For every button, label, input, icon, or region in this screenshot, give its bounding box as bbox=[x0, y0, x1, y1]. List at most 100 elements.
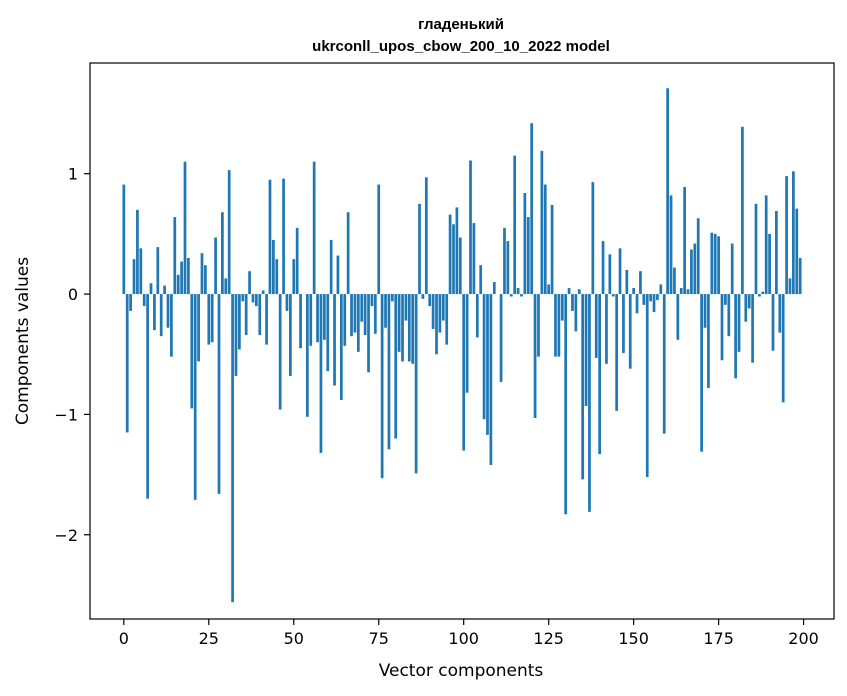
x-tick-label: 125 bbox=[533, 629, 564, 648]
bar-component-173 bbox=[710, 232, 714, 295]
bar-component-20 bbox=[190, 294, 194, 409]
bar-component-163 bbox=[676, 294, 680, 340]
bar-component-168 bbox=[693, 243, 697, 295]
bar-component-86 bbox=[414, 294, 418, 474]
bar-component-157 bbox=[656, 294, 659, 301]
bar-component-154 bbox=[645, 294, 649, 477]
bar-component-156 bbox=[652, 294, 656, 313]
bar-component-182 bbox=[741, 126, 744, 295]
bar-component-88 bbox=[421, 294, 425, 299]
bar-component-115 bbox=[513, 155, 517, 295]
bar-component-3 bbox=[132, 259, 136, 295]
bar-component-25 bbox=[207, 294, 211, 345]
bar-component-70 bbox=[360, 294, 364, 322]
bar-component-164 bbox=[679, 288, 683, 295]
bar-component-133 bbox=[574, 294, 578, 332]
bar-component-126 bbox=[550, 205, 554, 295]
bar-component-59 bbox=[322, 294, 326, 340]
bar-component-80 bbox=[394, 294, 398, 439]
bar-component-92 bbox=[435, 294, 438, 355]
bar-component-158 bbox=[659, 284, 663, 295]
bar-component-172 bbox=[707, 294, 710, 388]
bar-component-15 bbox=[173, 217, 177, 295]
bar-component-181 bbox=[737, 294, 741, 352]
bar-component-140 bbox=[598, 294, 602, 455]
bar-component-184 bbox=[747, 294, 751, 309]
x-axis: 0 25 50 75 100 125 150 175 200 bbox=[119, 619, 819, 648]
bar-component-85 bbox=[411, 294, 415, 364]
bar-component-152 bbox=[639, 271, 642, 295]
bar-component-145 bbox=[615, 294, 619, 411]
bar-component-87 bbox=[418, 203, 421, 295]
bar-component-165 bbox=[683, 186, 686, 295]
bar-component-197 bbox=[792, 171, 795, 295]
x-tick-label: 100 bbox=[448, 629, 479, 648]
bar-component-125 bbox=[547, 284, 551, 295]
bar-component-38 bbox=[251, 294, 255, 303]
bar-component-44 bbox=[272, 239, 275, 295]
chart-subtitle: ukrconll_upos_cbow_200_10_2022 model bbox=[312, 38, 610, 55]
bar-component-159 bbox=[662, 294, 666, 434]
bar-component-49 bbox=[289, 294, 292, 376]
bar-component-79 bbox=[390, 294, 394, 302]
x-axis-label: Vector components bbox=[379, 661, 544, 681]
bar-component-107 bbox=[486, 294, 489, 435]
bar-component-69 bbox=[356, 294, 360, 352]
bar-component-29 bbox=[221, 212, 224, 295]
bar-component-128 bbox=[557, 294, 561, 357]
bar-component-42 bbox=[265, 294, 268, 345]
bars-group bbox=[122, 88, 802, 603]
bar-component-119 bbox=[526, 217, 530, 295]
bar-component-106 bbox=[482, 294, 486, 420]
x-tick-label: 0 bbox=[119, 629, 129, 648]
bar-component-65 bbox=[343, 294, 347, 346]
bar-component-33 bbox=[234, 294, 238, 376]
bar-component-183 bbox=[744, 294, 748, 322]
bar-component-161 bbox=[669, 195, 673, 295]
bar-component-198 bbox=[795, 208, 799, 295]
bar-component-16 bbox=[176, 274, 180, 295]
bar-component-19 bbox=[187, 257, 190, 295]
bar-component-124 bbox=[543, 184, 547, 295]
bar-component-189 bbox=[764, 195, 768, 295]
bar-component-77 bbox=[384, 294, 387, 328]
bar-component-74 bbox=[373, 294, 377, 334]
bar-component-112 bbox=[503, 227, 506, 295]
bar-component-34 bbox=[238, 294, 241, 350]
bar-component-9 bbox=[153, 294, 156, 331]
bar-component-94 bbox=[441, 294, 445, 321]
y-tick-label: 1 bbox=[68, 165, 78, 184]
bar-component-54 bbox=[305, 294, 309, 417]
bar-component-66 bbox=[346, 212, 350, 295]
bar-component-0 bbox=[122, 184, 126, 295]
bar-component-185 bbox=[751, 294, 754, 363]
bar-component-36 bbox=[244, 294, 248, 335]
bar-component-166 bbox=[686, 289, 690, 295]
bar-component-61 bbox=[329, 239, 333, 295]
bar-component-101 bbox=[465, 294, 469, 393]
bar-component-5 bbox=[139, 248, 143, 295]
bar-component-178 bbox=[727, 294, 731, 337]
bar-component-136 bbox=[584, 294, 588, 406]
y-axis-label: Components values bbox=[13, 257, 33, 425]
bar-component-28 bbox=[217, 294, 221, 494]
bar-component-51 bbox=[295, 227, 299, 295]
bar-component-43 bbox=[268, 179, 272, 295]
bar-component-194 bbox=[781, 294, 785, 403]
bar-component-39 bbox=[255, 294, 258, 307]
bar-component-150 bbox=[632, 288, 635, 295]
bar-component-137 bbox=[588, 294, 591, 512]
bar-component-63 bbox=[336, 255, 340, 295]
bar-component-118 bbox=[523, 192, 527, 295]
bar-component-177 bbox=[724, 294, 727, 305]
bar-component-109 bbox=[492, 282, 496, 295]
bar-component-2 bbox=[129, 294, 132, 311]
bar-component-13 bbox=[166, 294, 170, 328]
bar-component-98 bbox=[455, 207, 459, 295]
bar-component-176 bbox=[720, 294, 724, 361]
bar-component-113 bbox=[506, 241, 510, 295]
bar-component-21 bbox=[193, 294, 197, 500]
bar-component-31 bbox=[227, 170, 231, 295]
bar-component-60 bbox=[326, 294, 330, 372]
